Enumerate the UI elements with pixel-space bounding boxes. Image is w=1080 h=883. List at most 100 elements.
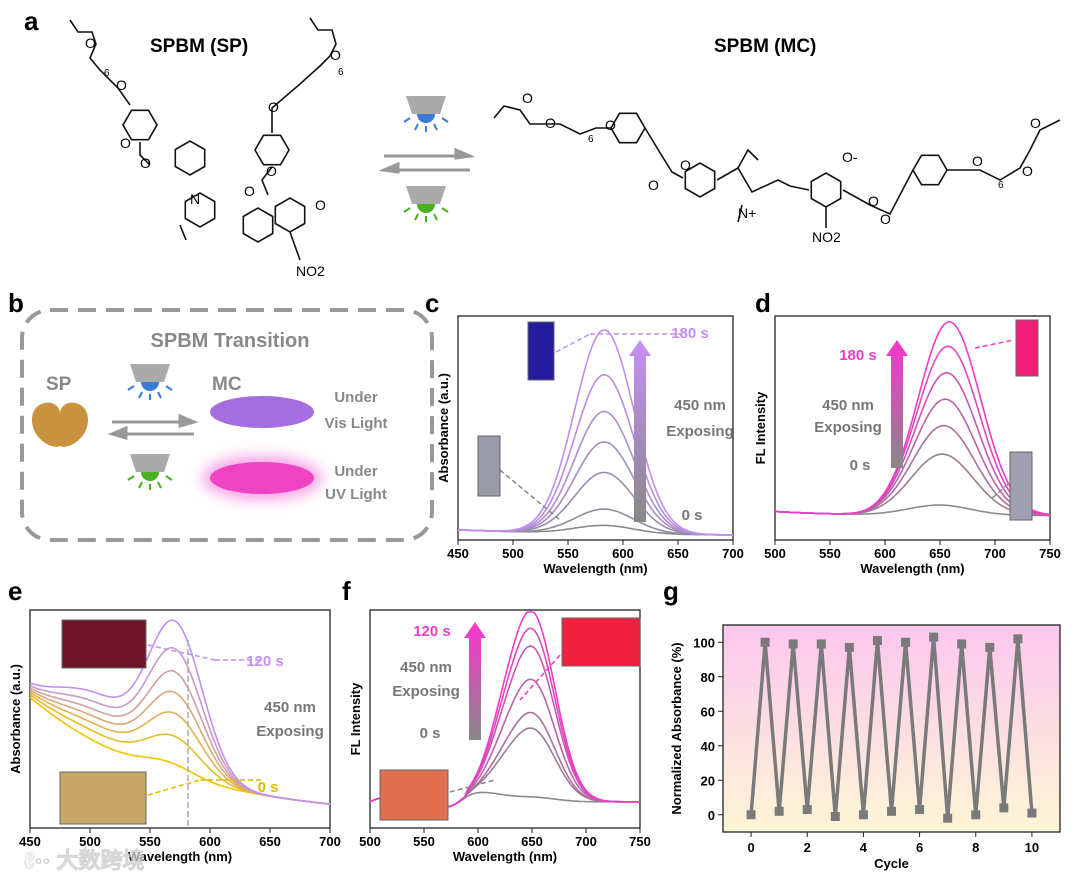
data-point [746,810,756,820]
benzene-ring-icon [254,134,290,166]
switch-arrows-icon [107,413,199,440]
green-lamp-icon [127,454,173,490]
atom-label: O [522,90,533,106]
x-tick-label: 650 [521,834,543,849]
x-tick-label: 600 [874,546,896,561]
y-tick-label: 0 [708,808,715,823]
panel-label-f: f [342,576,351,606]
x-tick-label: 750 [629,834,651,849]
vial-photo-final [1015,319,1039,377]
x-tick-label: 650 [667,546,689,561]
x-tick-label: 550 [413,834,435,849]
chain-count: 6 [588,134,594,145]
x-tick-label: 8 [972,840,979,855]
atom-label: O [680,157,691,173]
data-point [887,806,896,816]
chain-count: 6 [104,68,110,79]
chain-count: 6 [338,67,344,78]
atom-label: O [330,47,341,63]
panel-label-c: c [425,288,439,318]
x-tick-label: 600 [199,834,221,849]
bond-line [179,224,187,241]
sp-atom-labels: O O 6 O O N O O O O 6 O NO2 [85,35,344,279]
exposure-label-line1: 450 nm [674,397,726,414]
bond-line [271,17,337,133]
vial-photo-initial [1009,451,1033,521]
time-label-initial: 0 s [850,457,871,474]
benzene-ring-icon [810,172,842,208]
atom-label: O [266,163,277,179]
y-axis-label: FL Intensity [753,391,768,464]
data-point [760,637,770,647]
pointer-line [555,333,591,353]
bond-line [737,148,759,169]
data-point [901,637,911,647]
bond-line [69,19,131,106]
x-tick-label: 700 [722,546,744,561]
uv-label-line2: UV Light [325,486,387,503]
benzene-ring-icon [610,112,646,144]
benzene-ring-icon [274,197,306,233]
mc-structure-title: SPBM (MC) [714,36,816,57]
exposure-label-line1: 450 nm [400,659,452,676]
data-point [788,639,798,649]
uv-label-line1: Under [334,463,378,480]
chart-d-fluorescence: 500 550 600 650 700 750 Wavelength (nm) FL Inte… [753,315,1061,576]
exposure-label-line2: Exposing [256,723,324,740]
data-point [943,813,953,823]
data-point [1013,634,1023,644]
exposure-arrow-head-icon [629,340,651,356]
atom-label: O [545,115,556,131]
atom-label: O [1022,163,1033,179]
green-lamp-icon [403,186,449,222]
time-label-initial: 0 s [420,725,441,742]
panel-label-g: g [663,576,679,606]
x-axis-label: Wavelength (nm) [860,561,964,576]
x-tick-label: 700 [984,546,1006,561]
watermark: ℓ◦◦ 大数跨境 [24,848,144,873]
y-tick-label: 40 [701,739,715,754]
y-tick-label: 100 [693,635,715,650]
panel-a: SPBM (SP) SPBM (MC) O O 6 O O N O O O O … [69,17,1061,279]
sp-shape-icon [32,402,88,447]
x-tick-label: 2 [804,840,811,855]
atom-label: O [315,197,326,213]
x-tick-label: 700 [575,834,597,849]
data-point [985,642,995,652]
atom-label: O [868,193,879,209]
panel-label-e: e [8,576,22,606]
atom-label: O [116,77,127,93]
bond-line [644,127,684,179]
bond-line [947,119,1061,181]
time-label-final: 120 s [413,623,451,640]
benzene-ring-icon [174,140,206,176]
atom-label: O- [842,149,858,165]
film-photo-initial [379,769,449,821]
uv-lamp-icon [403,96,449,132]
x-tick-label: 500 [359,834,381,849]
benzene-ring-icon [122,109,158,141]
exposure-label-line2: Exposing [814,419,882,436]
mc-vis-shape-icon [210,396,314,428]
time-label-initial: 0 s [258,779,279,796]
time-label-final: 180 s [671,325,709,342]
film-photo-final [561,617,641,667]
x-axis-label: Wavelength (nm) [128,849,232,864]
benzene-ring-icon [242,207,274,243]
y-axis-label: Absorbance (a.u.) [8,664,23,774]
x-tick-label: 450 [447,546,469,561]
equilibrium-arrows-icon [378,147,476,174]
film-photo-initial [59,771,147,825]
data-point [872,636,882,646]
atom-label: O [268,99,279,115]
vis-label-line1: Under [334,389,378,406]
spectrum-line-180s [457,329,733,536]
y-tick-label: 20 [701,773,715,788]
data-point [858,810,868,820]
chain-count: 6 [998,180,1004,191]
chart-f-fluorescence-film: 500 550 600 650 700 750 Wavelength (nm) FL Inte… [348,609,651,864]
atom-label: O [972,153,983,169]
film-photo-final [61,619,147,669]
x-tick-label: 500 [764,546,786,561]
spectrum-line-120s [29,619,331,805]
